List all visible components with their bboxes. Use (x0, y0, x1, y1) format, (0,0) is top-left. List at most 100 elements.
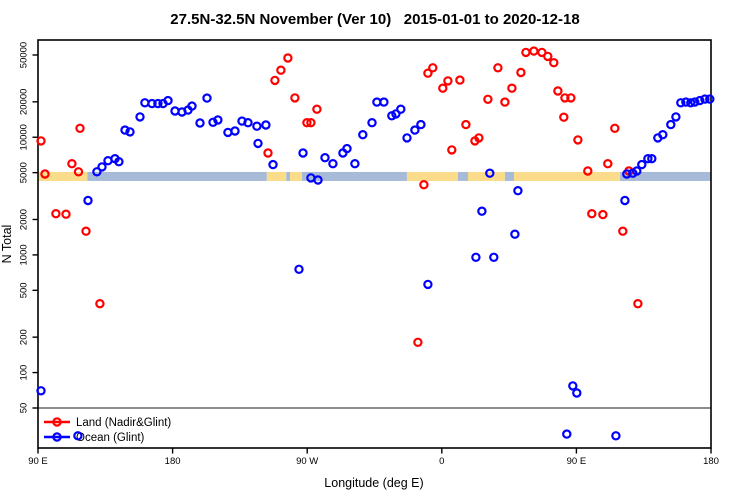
land-point (61, 209, 71, 219)
legend-label: Land (Nadir&Glint) (76, 417, 171, 429)
land-point (443, 76, 453, 86)
ocean-point (114, 156, 124, 167)
land-point (507, 83, 517, 93)
legend-label: Ocean (Glint) (76, 432, 145, 444)
ocean-point (261, 120, 271, 130)
land-point (543, 51, 553, 62)
land-point (290, 93, 300, 103)
ocean-point (379, 97, 389, 107)
ocean-point (294, 264, 304, 274)
land-point (461, 119, 471, 130)
coast-band-land (290, 171, 302, 181)
ocean-point (690, 97, 700, 107)
land-point (283, 53, 293, 63)
land-point (51, 208, 61, 219)
ocean-point (700, 94, 710, 104)
ocean-point (402, 133, 412, 143)
ocean-point (243, 117, 253, 128)
ocean-point (125, 127, 135, 137)
land-point (500, 97, 510, 107)
ocean-point (410, 125, 420, 135)
legend-marker (52, 432, 62, 442)
coast-band-land (406, 171, 458, 181)
ocean-point (510, 229, 520, 239)
coast-band-ocean (457, 171, 468, 181)
coast-band-land (266, 171, 287, 181)
legend: Land (Nadir&Glint) Ocean (Glint) (44, 417, 171, 444)
ocean-point (313, 175, 323, 185)
ocean-point (367, 117, 377, 128)
ocean-point (97, 162, 107, 172)
ocean-point (611, 431, 621, 441)
land-point (36, 136, 46, 146)
ocean-point (705, 94, 715, 104)
ocean-point (213, 115, 223, 125)
ocean-point (647, 153, 657, 164)
land-point (276, 65, 286, 75)
ocean-point (620, 195, 630, 206)
ocean-point (230, 126, 240, 136)
ocean-point (632, 166, 642, 176)
ocean-point (73, 431, 83, 441)
land-point (553, 86, 563, 96)
y-tick-label: 2000 (19, 209, 30, 230)
land-point (263, 148, 273, 158)
ocean-point (36, 386, 46, 396)
y-tick-label: 50000 (19, 42, 30, 68)
land-point (447, 145, 457, 155)
land-point (549, 58, 559, 68)
coast-band-land (38, 171, 88, 181)
ocean-point (358, 129, 368, 140)
land-point (516, 67, 526, 78)
ocean-point (391, 109, 401, 119)
coast-band-land (514, 171, 621, 181)
ocean-point (153, 98, 163, 109)
ocean-point (328, 158, 338, 169)
ocean-point (253, 138, 263, 149)
land-point (270, 75, 280, 86)
land-point (302, 117, 312, 128)
ocean-point (671, 112, 681, 122)
land-point (419, 179, 429, 190)
land-point (474, 133, 484, 143)
ocean-point (568, 381, 578, 391)
land-point (40, 169, 50, 179)
ocean-point (572, 388, 582, 398)
ocean-point (202, 93, 212, 103)
land-point (438, 83, 448, 93)
land-point (559, 112, 569, 122)
ocean-point (562, 429, 572, 439)
ocean-point (195, 118, 205, 128)
land-point (306, 117, 316, 128)
ocean-point (342, 143, 352, 154)
coast-band-ocean (87, 171, 267, 181)
ocean-point (513, 185, 523, 196)
ocean-point (187, 101, 197, 111)
chart-title: 27.5N-32.5N November (Ver 10) 2015-01-01… (170, 11, 580, 28)
land-point (413, 337, 423, 347)
data-points (36, 46, 715, 441)
coast-band-ocean (620, 171, 711, 181)
y-tick-label: 1000 (19, 244, 30, 265)
ocean-point (147, 98, 157, 109)
land-point (610, 123, 620, 134)
ocean-point (320, 152, 330, 163)
land-point (583, 166, 593, 176)
ocean-point (396, 104, 406, 114)
ocean-point (252, 121, 262, 131)
ocean-point (92, 167, 102, 177)
land-point (603, 158, 613, 169)
ocean-point (666, 119, 676, 130)
ocean-point (681, 97, 691, 107)
land-point (428, 63, 438, 73)
ocean-point (83, 195, 93, 206)
x-tick-label: 180 (165, 456, 181, 467)
y-tick-label: 200 (19, 329, 30, 345)
ocean-point (120, 125, 130, 135)
coast-band (38, 171, 711, 181)
land-point (529, 46, 539, 56)
ocean-point (643, 153, 653, 164)
axes: 90 E 180 90 W 0 90 E 180 50 100 200 500 1000 2000 50… (19, 39, 719, 467)
